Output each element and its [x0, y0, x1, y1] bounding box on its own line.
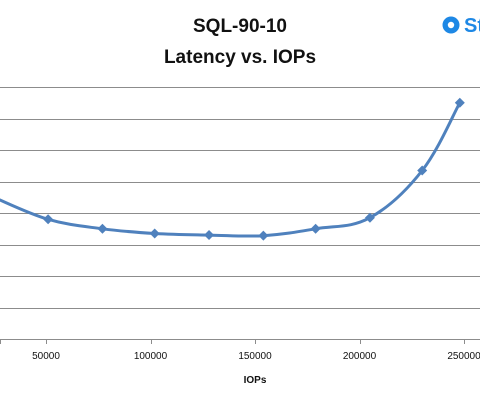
x-tick-label: 200000 [343, 351, 377, 362]
data-point [417, 165, 428, 176]
data-point [149, 228, 160, 239]
logo-icon-inner [447, 21, 455, 29]
chart-subtitle: Latency vs. IOPs [164, 47, 316, 68]
gridlines [0, 87, 480, 344]
data-point [204, 230, 215, 241]
x-tick-label: 50000 [32, 351, 60, 362]
data-point [364, 212, 375, 223]
data-point [258, 230, 269, 241]
x-tick-label: 150000 [238, 351, 272, 362]
x-tick-label: 250000 [447, 351, 480, 362]
plot-area [0, 97, 465, 241]
series-line [0, 101, 462, 238]
data-point [43, 214, 54, 225]
data-point [454, 97, 465, 108]
x-tick-labels: 50000 100000 150000 200000 250000 [32, 351, 480, 362]
logo-text: St [464, 15, 480, 37]
chart-title: SQL-90-10 [193, 16, 287, 37]
x-tick-label: 100000 [134, 351, 168, 362]
x-axis-label: IOPs [244, 375, 267, 386]
data-point [97, 223, 108, 234]
site-logo: St [442, 15, 480, 37]
data-point [310, 223, 321, 234]
